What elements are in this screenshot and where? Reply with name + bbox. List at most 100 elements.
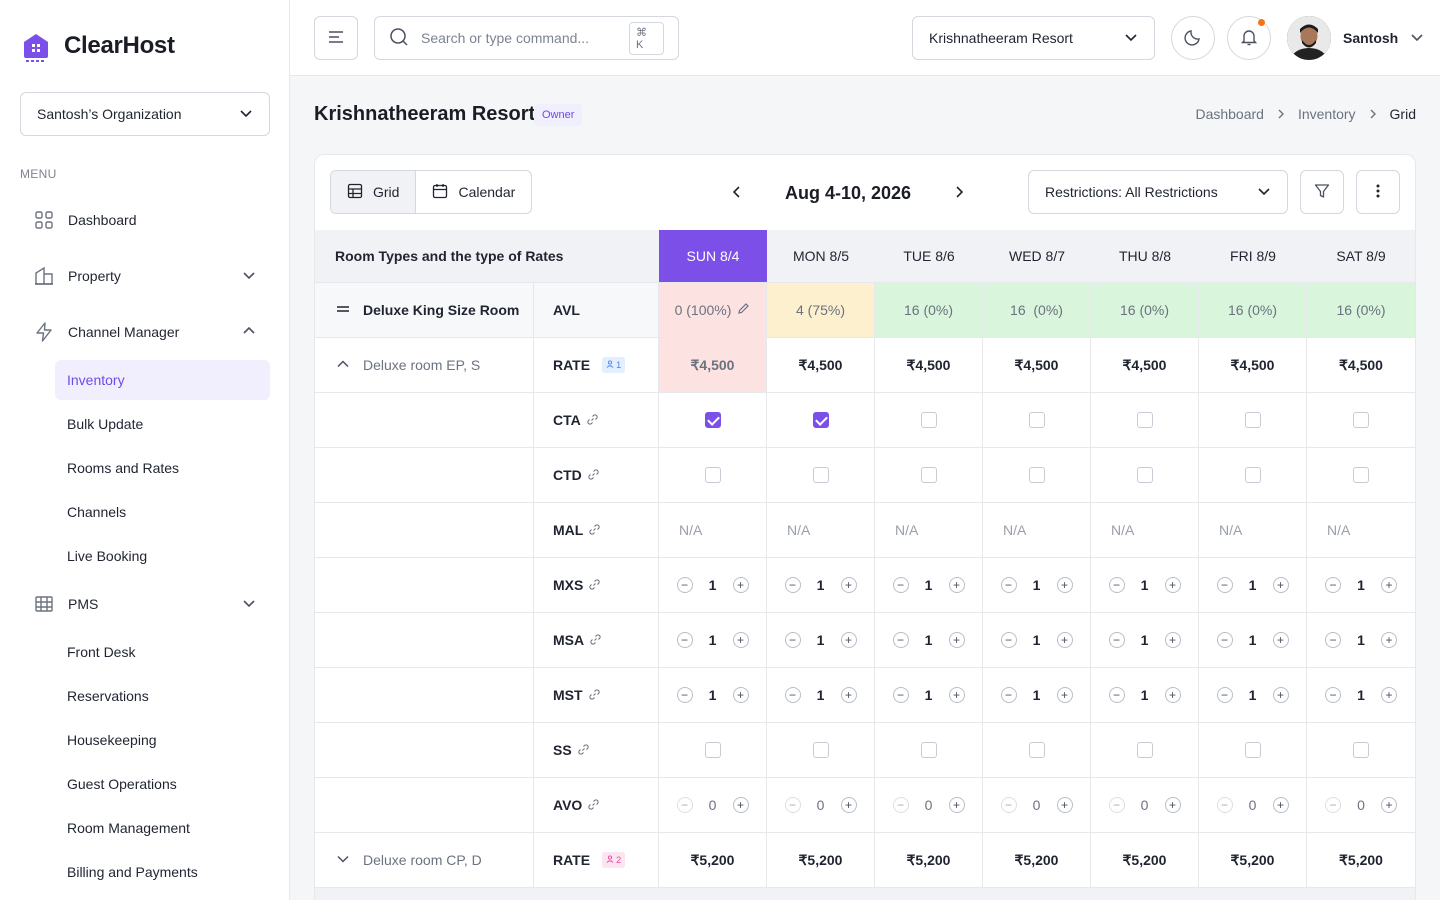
cta-checkbox[interactable] <box>920 412 937 428</box>
rate-cell[interactable]: ₹4,500 <box>767 338 875 392</box>
decrement-button[interactable]: − <box>676 797 693 813</box>
next-week-button[interactable] <box>952 185 966 202</box>
sidebar-subitem-billing-and-payments[interactable]: Billing and Payments <box>67 864 198 880</box>
increment-button[interactable]: + <box>840 687 857 703</box>
decrement-button[interactable]: − <box>1325 797 1341 813</box>
mal-cell[interactable]: N/A <box>983 503 1091 557</box>
increment-button[interactable]: + <box>1056 632 1073 648</box>
increment-button[interactable]: + <box>948 632 965 648</box>
ss-checkbox[interactable] <box>704 742 721 758</box>
room-type-cell[interactable]: Deluxe King Size Room <box>315 283 534 337</box>
decrement-button[interactable]: − <box>892 797 909 813</box>
increment-button[interactable]: + <box>840 797 857 813</box>
ctd-checkbox[interactable] <box>1244 467 1261 483</box>
filter-button[interactable] <box>1300 170 1344 214</box>
avl-cell[interactable]: 16 (0%) <box>1307 283 1415 337</box>
increment-button[interactable]: + <box>840 577 857 593</box>
decrement-button[interactable]: − <box>1108 632 1125 648</box>
sidebar-subitem-front-desk[interactable]: Front Desk <box>67 644 136 660</box>
rate-plan-cell[interactable]: Deluxe room CP, D <box>315 833 534 887</box>
sidebar-subitem-room-management[interactable]: Room Management <box>67 820 190 836</box>
decrement-button[interactable]: − <box>1325 632 1341 648</box>
avl-cell[interactable]: 16 (0%) <box>1199 283 1307 337</box>
calendar-view-button[interactable]: Calendar <box>415 171 531 213</box>
decrement-button[interactable]: − <box>1325 687 1341 703</box>
increment-button[interactable]: + <box>1164 577 1181 593</box>
cta-checkbox[interactable] <box>812 412 829 428</box>
day-header[interactable]: WED 8/7 <box>1008 248 1065 264</box>
increment-button[interactable]: + <box>1272 577 1289 593</box>
decrement-button[interactable]: − <box>676 632 693 648</box>
sidebar-subitem-inventory[interactable]: Inventory <box>55 360 270 400</box>
rate-cell[interactable]: ₹4,500 <box>983 338 1091 392</box>
pencil-icon[interactable] <box>737 302 750 318</box>
ss-checkbox[interactable] <box>1136 742 1153 758</box>
sidebar-subitem-guest-operations[interactable]: Guest Operations <box>67 776 177 792</box>
avl-cell[interactable]: 16 (0%) <box>1091 283 1199 337</box>
cta-checkbox[interactable] <box>1136 412 1153 428</box>
rate-cell[interactable]: ₹5,200 <box>659 833 767 887</box>
decrement-button[interactable]: − <box>892 632 909 648</box>
increment-button[interactable]: + <box>840 632 857 648</box>
restrictions-select[interactable]: Restrictions: All Restrictions <box>1028 170 1288 214</box>
ctd-checkbox[interactable] <box>1353 467 1369 483</box>
increment-button[interactable]: + <box>1056 687 1073 703</box>
sidebar-subitem-bulk-update[interactable]: Bulk Update <box>67 416 144 432</box>
ctd-checkbox[interactable] <box>920 467 937 483</box>
increment-button[interactable]: + <box>1164 687 1181 703</box>
rate-cell[interactable]: ₹4,500 <box>659 338 767 392</box>
mal-cell[interactable]: N/A <box>767 503 875 557</box>
avl-cell[interactable]: 0 (100%) <box>659 283 767 337</box>
ctd-checkbox[interactable] <box>704 467 721 483</box>
decrement-button[interactable]: − <box>784 577 801 593</box>
mal-cell[interactable]: N/A <box>1091 503 1199 557</box>
ctd-checkbox[interactable] <box>812 467 829 483</box>
increment-button[interactable]: + <box>1164 632 1181 648</box>
grid-view-button[interactable]: Grid <box>331 171 416 213</box>
rate-cell[interactable]: ₹5,200 <box>875 833 983 887</box>
dark-mode-toggle[interactable] <box>1171 16 1215 60</box>
previous-week-button[interactable] <box>730 185 744 202</box>
increment-button[interactable]: + <box>948 577 965 593</box>
cta-checkbox[interactable] <box>1028 412 1045 428</box>
ss-checkbox[interactable] <box>920 742 937 758</box>
sidebar-subitem-live-booking[interactable]: Live Booking <box>67 548 148 564</box>
drag-handle-icon[interactable] <box>335 301 351 320</box>
cta-checkbox[interactable] <box>1353 412 1369 428</box>
decrement-button[interactable]: − <box>1000 797 1017 813</box>
increment-button[interactable]: + <box>1381 577 1397 593</box>
decrement-button[interactable]: − <box>1216 687 1233 703</box>
decrement-button[interactable]: − <box>1000 687 1017 703</box>
decrement-button[interactable]: − <box>1108 797 1125 813</box>
ss-checkbox[interactable] <box>1028 742 1045 758</box>
rate-cell[interactable]: ₹5,200 <box>1091 833 1199 887</box>
increment-button[interactable]: + <box>948 797 965 813</box>
increment-button[interactable]: + <box>1056 797 1073 813</box>
mal-cell[interactable]: N/A <box>875 503 983 557</box>
chevron-up-icon[interactable] <box>335 356 351 375</box>
avl-cell[interactable]: 4 (75%) <box>767 283 875 337</box>
increment-button[interactable]: + <box>1381 797 1397 813</box>
decrement-button[interactable]: − <box>1216 797 1233 813</box>
increment-button[interactable]: + <box>1381 632 1397 648</box>
decrement-button[interactable]: − <box>1216 577 1233 593</box>
ctd-checkbox[interactable] <box>1136 467 1153 483</box>
decrement-button[interactable]: − <box>1108 687 1125 703</box>
organization-select[interactable]: Santosh’s Organization <box>20 92 270 136</box>
more-options-button[interactable] <box>1356 170 1400 214</box>
ss-checkbox[interactable] <box>1353 742 1369 758</box>
rate-cell[interactable]: ₹4,500 <box>875 338 983 392</box>
rate-cell[interactable]: ₹4,500 <box>1091 338 1199 392</box>
rate-cell[interactable]: ₹5,200 <box>767 833 875 887</box>
day-header[interactable]: FRI 8/9 <box>1230 248 1276 264</box>
decrement-button[interactable]: − <box>676 577 693 593</box>
day-header[interactable]: SAT 8/9 <box>1336 248 1386 264</box>
increment-button[interactable]: + <box>1381 687 1397 703</box>
cta-checkbox[interactable] <box>704 412 721 428</box>
rate-cell[interactable]: ₹4,500 <box>1339 356 1383 373</box>
day-header[interactable]: SUN 8/4 <box>659 230 767 282</box>
search-box[interactable]: ⌘ K <box>374 16 679 60</box>
search-input[interactable] <box>421 30 618 46</box>
decrement-button[interactable]: − <box>784 687 801 703</box>
day-header[interactable]: MON 8/5 <box>792 248 849 264</box>
